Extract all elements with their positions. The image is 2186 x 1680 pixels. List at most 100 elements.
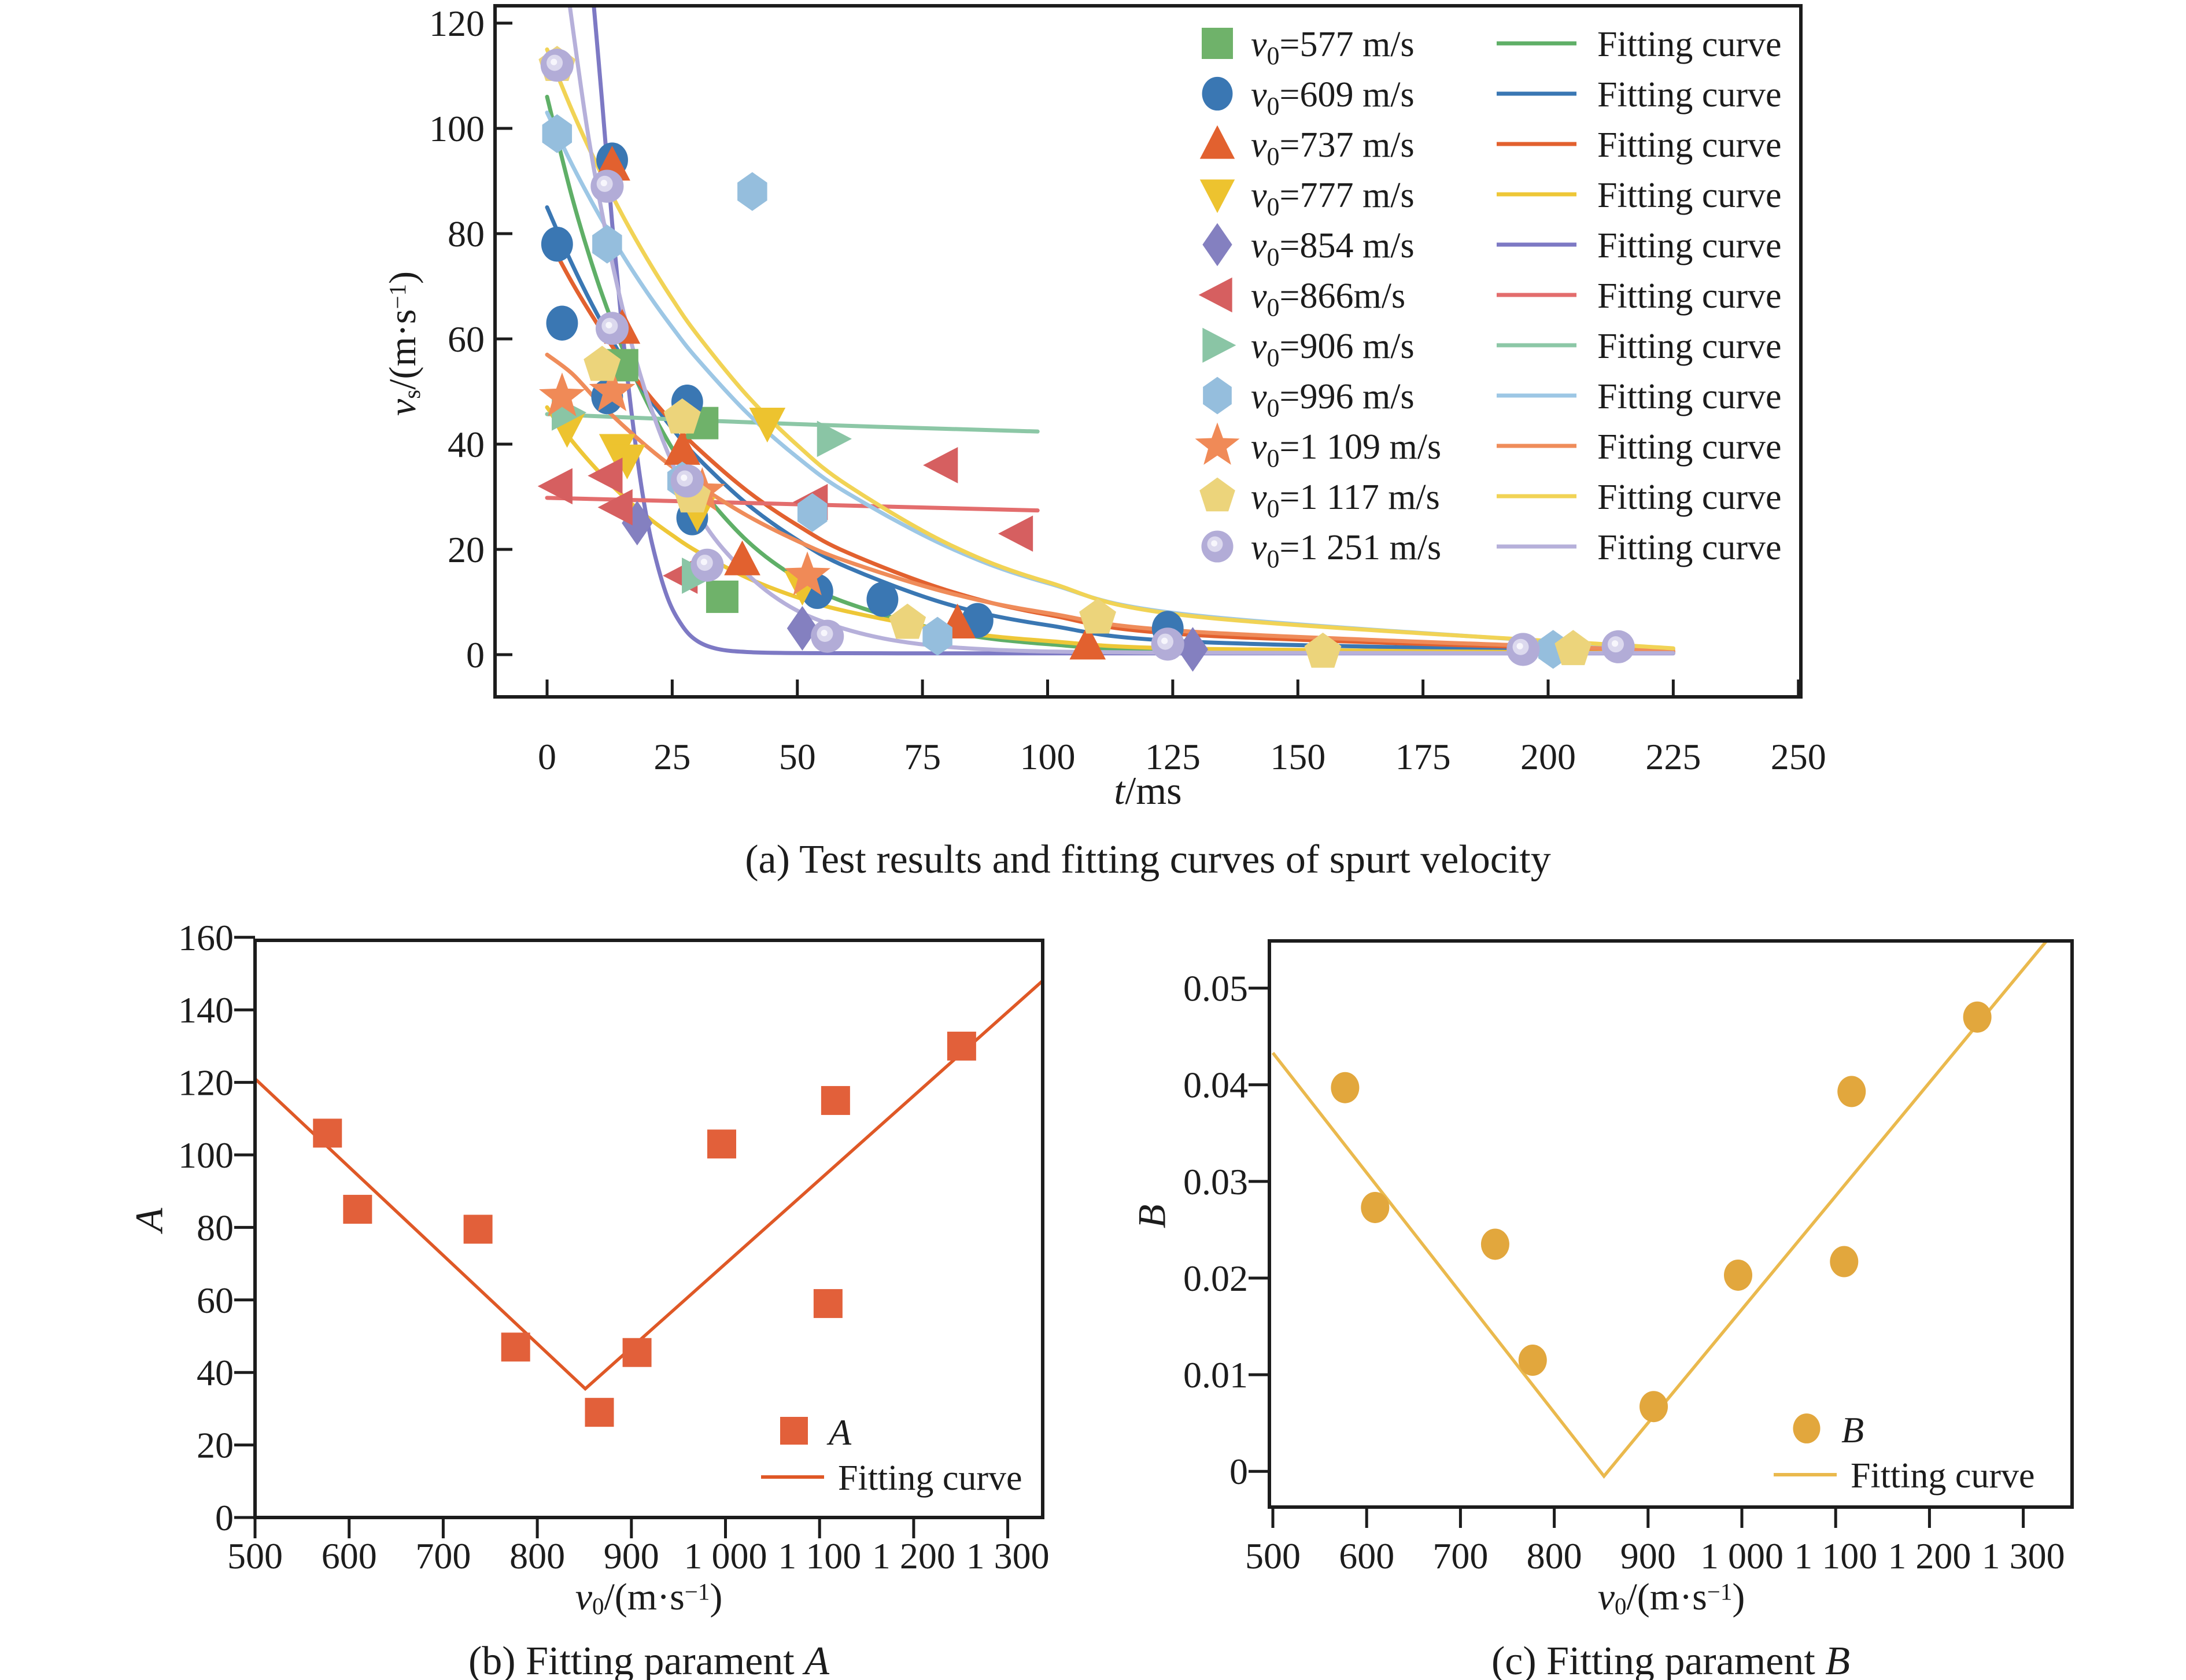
point-v0-1109 xyxy=(589,367,636,411)
point-b xyxy=(585,1398,614,1427)
tick-label: 0 xyxy=(215,1497,234,1538)
point-v0-866 xyxy=(588,457,623,494)
point-v0-1251 xyxy=(595,312,629,345)
point-v0-777 xyxy=(749,408,786,443)
point-v0-906 xyxy=(817,420,852,457)
tick-label: 1 100 xyxy=(1794,1535,1877,1576)
point-v0-1117 xyxy=(1554,630,1592,666)
point-c xyxy=(1963,1001,1992,1033)
fit-line-c xyxy=(1271,943,2047,1479)
chart-a-xlabel: t/ms xyxy=(1114,769,1182,813)
tick-label: 140 xyxy=(178,989,234,1031)
legend-marker-v0-577 xyxy=(1202,28,1233,59)
tick-label: 60 xyxy=(197,1280,234,1321)
curve-v0-1251 xyxy=(568,8,1675,655)
chart-b: 500 600 700 800 900 1 000 1 100 1 200 1 300 0 20 40… xyxy=(178,917,1050,1576)
legend-label-v0-866: v0=866m/s xyxy=(1251,276,1405,322)
point-v0-737 xyxy=(724,540,760,575)
tick-label: 1 200 xyxy=(1888,1535,1971,1576)
tick-label: 120 xyxy=(429,3,485,44)
tick-label: 1 300 xyxy=(966,1535,1050,1576)
tick-label: 1 300 xyxy=(1982,1535,2065,1576)
legend-b: A Fitting curve xyxy=(761,1412,1022,1498)
chart-b-caption: (b) Fitting parament A xyxy=(468,1639,830,1680)
point-v0-1109 xyxy=(784,551,831,596)
legend-marker-v0-609 xyxy=(1202,76,1233,111)
tick-label: 20 xyxy=(197,1425,234,1466)
legend-fit-label: Fitting curve xyxy=(1597,377,1782,416)
point-v0-1117 xyxy=(663,398,701,434)
tick-label: 100 xyxy=(429,108,485,149)
chart-c-caption: (c) Fitting parament B xyxy=(1491,1639,1851,1680)
point-v0-737 xyxy=(664,430,701,465)
curve-v0-906 xyxy=(545,412,1040,434)
point-v0-609 xyxy=(546,305,578,341)
point-v0-1251 xyxy=(670,464,704,498)
tick-label: 1 000 xyxy=(1700,1535,1783,1576)
legend-label-v0-996: v0=996 m/s xyxy=(1251,377,1415,422)
point-v0-996 xyxy=(797,493,828,532)
legend-fit-label: Fitting curve xyxy=(1597,528,1782,567)
chart-b-xlabel: v0/(m·s−1) xyxy=(575,1576,723,1620)
chart-b-ylabel: A xyxy=(127,1208,171,1232)
legend-fit-label: Fitting curve xyxy=(1597,25,1782,64)
tick-label: 0 xyxy=(1229,1451,1248,1492)
legend-marker-c xyxy=(1793,1413,1821,1443)
point-b xyxy=(463,1214,493,1244)
point-c xyxy=(1837,1076,1866,1107)
legend-marker-v0-737 xyxy=(1199,125,1235,159)
tick-label: 0 xyxy=(466,634,485,675)
curve-v0-854 xyxy=(592,8,1675,656)
point-c xyxy=(1361,1191,1390,1223)
data-points xyxy=(537,46,1635,672)
tick-label: 175 xyxy=(1395,736,1451,777)
tick-label: 100 xyxy=(178,1135,234,1176)
tick-label: 80 xyxy=(448,213,485,254)
point-v0-1251 xyxy=(1506,633,1540,666)
plot-border xyxy=(1268,939,2074,1509)
point-c xyxy=(1830,1246,1859,1277)
point-c xyxy=(1480,1228,1509,1260)
legend-var-c: B xyxy=(1841,1409,1864,1450)
tick-label: 100 xyxy=(1020,736,1076,777)
tick-label: 160 xyxy=(178,917,234,958)
tick-label: 900 xyxy=(604,1535,659,1576)
tick-label: 25 xyxy=(653,736,690,777)
legend-label-v0-854: v0=854 m/s xyxy=(1251,226,1415,271)
tick-label: 0.05 xyxy=(1183,968,1248,1009)
legend-var-b: A xyxy=(826,1412,852,1453)
point-v0-996 xyxy=(592,224,622,264)
legend-label-v0-777: v0=777 m/s xyxy=(1251,176,1415,221)
axes-b: 500 600 700 800 900 1 000 1 100 1 200 1 300 0 20 40… xyxy=(178,917,1050,1576)
legend-label-v0-1117: v0=1 117 m/s xyxy=(1251,478,1440,523)
tick-label: 700 xyxy=(1432,1535,1488,1576)
legend-marker-v0-777 xyxy=(1199,179,1235,213)
point-v0-1251 xyxy=(590,169,624,203)
point-b xyxy=(947,1031,976,1061)
data-points-c xyxy=(1331,1001,1992,1423)
point-v0-866 xyxy=(537,468,573,505)
tick-label: 1 100 xyxy=(778,1535,861,1576)
point-v0-1117 xyxy=(1304,632,1342,668)
point-c xyxy=(1640,1391,1668,1423)
legend-label-v0-1251: v0=1 251 m/s xyxy=(1251,528,1441,573)
tick-label: 200 xyxy=(1520,736,1576,777)
point-v0-866 xyxy=(998,515,1033,552)
data-points-b xyxy=(313,1031,976,1427)
tick-label: 40 xyxy=(197,1352,234,1393)
legend-marker-v0-906 xyxy=(1202,327,1236,363)
point-v0-1251 xyxy=(811,619,844,653)
point-v0-777 xyxy=(609,444,645,479)
fit-line-b xyxy=(257,980,1041,1391)
legend-marker-v0-1109 xyxy=(1195,422,1240,465)
legend-fit-label: Fitting curve xyxy=(1597,125,1782,165)
tick-label: 0.02 xyxy=(1183,1258,1248,1299)
point-v0-866 xyxy=(923,447,958,483)
point-v0-1117 xyxy=(584,345,621,381)
point-v0-996 xyxy=(737,172,767,211)
tick-label: 0.03 xyxy=(1183,1161,1248,1202)
legend-fit-label: Fitting curve xyxy=(1597,427,1782,467)
tick-label: 0 xyxy=(538,736,556,777)
legend-marker-v0-996 xyxy=(1203,376,1232,415)
tick-label: 800 xyxy=(509,1535,565,1576)
